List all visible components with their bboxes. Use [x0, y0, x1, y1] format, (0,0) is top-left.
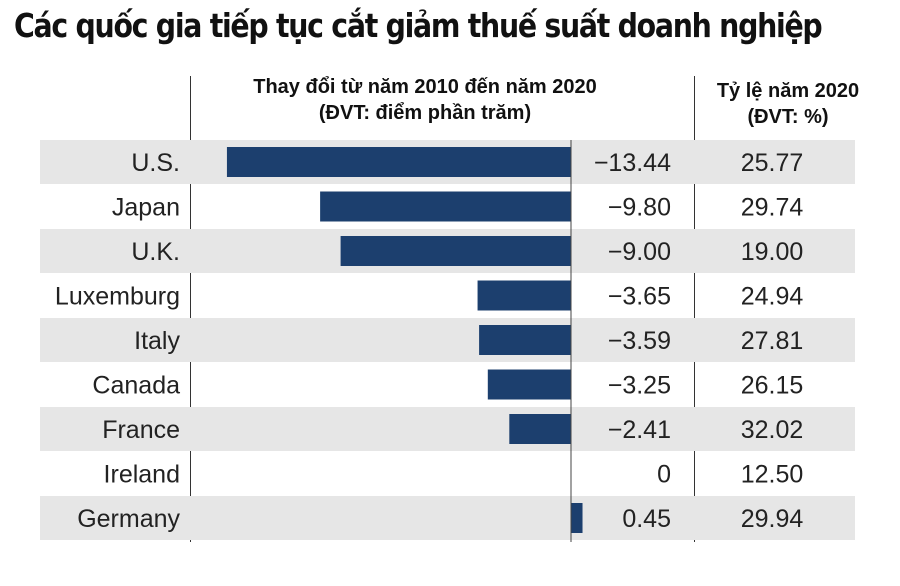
left-divider	[190, 76, 191, 542]
rate-label: 29.94	[741, 505, 804, 533]
rate-label: 25.77	[741, 149, 804, 177]
rate-label: 32.02	[741, 416, 804, 444]
right-divider	[694, 76, 695, 542]
row-stripe	[40, 407, 855, 451]
row-stripe	[40, 318, 855, 362]
value-label: −2.41	[608, 416, 671, 444]
category-label: U.K.	[131, 238, 180, 266]
value-label: 0.45	[622, 505, 671, 533]
category-label: Canada	[92, 372, 180, 400]
category-label: France	[102, 416, 180, 444]
rate-label: 24.94	[741, 283, 804, 311]
rate-column-header: Tỷ lệ năm 2020 (ĐVT: %)	[696, 78, 880, 130]
rate-label: 29.74	[741, 194, 804, 222]
rate-header-line1: Tỷ lệ năm 2020	[716, 80, 860, 102]
bar	[320, 191, 571, 222]
value-label: −3.25	[608, 372, 671, 400]
change-column-header: Thay đổi từ năm 2010 đến năm 2020 (ĐVT: …	[190, 74, 660, 126]
category-label: Japan	[112, 194, 180, 222]
value-label: −3.65	[608, 283, 671, 311]
chart-title: Các quốc gia tiếp tục cắt giảm thuế suất…	[14, 6, 823, 45]
rate-label: 27.81	[741, 327, 804, 355]
row-stripe	[40, 496, 855, 540]
change-header-line2: (ĐVT: điểm phần trăm)	[318, 102, 532, 124]
rate-header-line2: (ĐVT: %)	[747, 106, 829, 128]
value-label: −3.59	[608, 327, 671, 355]
change-header-line1: Thay đổi từ năm 2010 đến năm 2020	[253, 76, 597, 98]
category-label: Italy	[134, 327, 180, 355]
bar	[340, 236, 571, 266]
rate-label: 26.15	[741, 372, 804, 400]
rate-label: 19.00	[741, 238, 804, 266]
bar	[477, 280, 571, 311]
bar	[487, 369, 571, 400]
bar	[479, 325, 571, 355]
bar	[226, 147, 571, 177]
value-label: −9.00	[608, 238, 671, 266]
value-label: −9.80	[608, 194, 671, 222]
category-label: Ireland	[104, 461, 180, 489]
category-label: Luxemburg	[55, 283, 180, 311]
value-label: 0	[657, 461, 671, 489]
value-label: −13.44	[594, 149, 671, 177]
category-label: U.S.	[131, 149, 180, 177]
category-label: Germany	[77, 505, 180, 533]
rate-label: 12.50	[741, 461, 804, 489]
bar	[509, 414, 571, 444]
bar	[571, 503, 583, 533]
